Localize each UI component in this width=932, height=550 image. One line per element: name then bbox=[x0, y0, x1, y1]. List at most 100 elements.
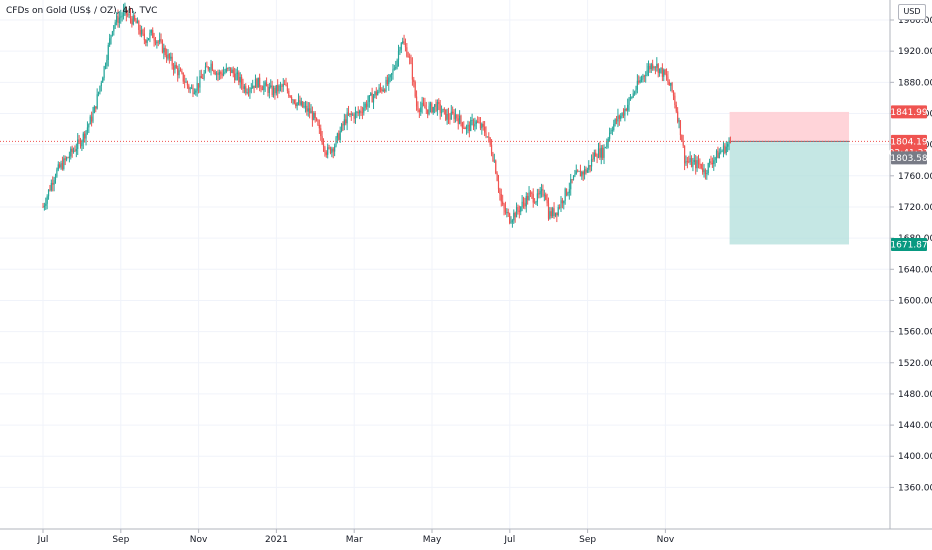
candle-up bbox=[588, 165, 590, 170]
candle-down bbox=[306, 105, 308, 112]
candle-up bbox=[650, 64, 652, 70]
candle-up bbox=[631, 97, 633, 98]
candle-up bbox=[474, 123, 476, 127]
candle-down bbox=[61, 163, 64, 169]
candle-up bbox=[354, 112, 357, 119]
candle-up bbox=[109, 38, 111, 46]
candle-up bbox=[454, 114, 457, 120]
candle-up bbox=[560, 200, 562, 208]
candle-down bbox=[227, 68, 229, 69]
candle-up bbox=[393, 68, 395, 70]
candle-up bbox=[382, 89, 384, 92]
candle-down bbox=[439, 104, 441, 113]
candle-down bbox=[134, 15, 136, 21]
candle-up bbox=[727, 144, 729, 147]
time-axis[interactable]: Jul Sep Nov 2021 Mar May Jul Sep Nov bbox=[37, 529, 675, 545]
candle-up bbox=[70, 148, 72, 157]
candle-down bbox=[260, 86, 262, 89]
candle-down bbox=[425, 108, 427, 110]
stop-loss-zone bbox=[729, 111, 850, 142]
long-position-tool[interactable] bbox=[729, 111, 850, 245]
candle-up bbox=[335, 137, 337, 147]
candle-up bbox=[346, 112, 348, 124]
candle-up bbox=[89, 116, 91, 125]
candle-down bbox=[492, 154, 494, 161]
candle-down bbox=[267, 86, 269, 93]
candle-down bbox=[413, 79, 415, 83]
candle-up bbox=[621, 112, 623, 116]
candle-down bbox=[478, 122, 480, 124]
candle-down bbox=[602, 147, 604, 158]
candle-up bbox=[66, 157, 68, 160]
candle-down bbox=[638, 80, 640, 83]
take-profit-tag: 1671.87 bbox=[890, 237, 928, 251]
candle-down bbox=[317, 120, 319, 126]
candle-up bbox=[603, 147, 605, 158]
candle-down bbox=[561, 200, 563, 204]
price-axis[interactable]: 1960.001920.001880.001840.001800.001760.… bbox=[890, 16, 932, 493]
candle-down bbox=[214, 72, 216, 75]
candle-up bbox=[252, 85, 254, 89]
candle-up bbox=[278, 85, 280, 92]
candle-up bbox=[359, 110, 361, 114]
candle-up bbox=[446, 113, 448, 120]
candle-up bbox=[539, 190, 541, 195]
candle-up bbox=[663, 69, 665, 77]
candle-up bbox=[645, 75, 647, 77]
candle-down bbox=[381, 88, 383, 92]
candle-up bbox=[402, 41, 404, 44]
candle-up bbox=[93, 106, 95, 113]
candle-up bbox=[147, 38, 150, 41]
candle-up bbox=[467, 124, 469, 127]
currency-button[interactable]: USD bbox=[898, 4, 926, 20]
candle-down bbox=[265, 82, 268, 87]
candle-up bbox=[629, 97, 632, 99]
svg-text:1803.58: 1803.58 bbox=[890, 154, 927, 164]
candle-up bbox=[554, 212, 557, 216]
candle-down bbox=[565, 188, 568, 195]
candle-up bbox=[713, 160, 715, 165]
candle-up bbox=[86, 127, 89, 131]
candle-up bbox=[647, 65, 650, 71]
candle-up bbox=[390, 73, 393, 75]
candle-down bbox=[496, 173, 498, 181]
candle-down bbox=[710, 161, 712, 163]
candle-down bbox=[79, 140, 82, 147]
candle-down bbox=[357, 111, 359, 114]
candle-down bbox=[161, 40, 164, 53]
candle-down bbox=[285, 84, 287, 86]
candle-down bbox=[542, 189, 544, 196]
candle-up bbox=[136, 21, 139, 24]
candle-up bbox=[103, 66, 105, 78]
candle-down bbox=[457, 118, 459, 124]
candle-up bbox=[604, 147, 607, 149]
candle-down bbox=[463, 127, 465, 129]
candle-down bbox=[550, 211, 552, 217]
candle-up bbox=[110, 35, 112, 39]
candle-down bbox=[324, 147, 326, 153]
candle-down bbox=[615, 119, 618, 122]
candle-up bbox=[270, 85, 272, 87]
candle-up bbox=[564, 188, 566, 201]
candle-down bbox=[311, 110, 314, 120]
candle-down bbox=[91, 116, 93, 122]
candle-down bbox=[325, 152, 327, 155]
candle-up bbox=[92, 112, 94, 122]
candle-down bbox=[234, 73, 236, 81]
candle-down bbox=[532, 193, 534, 203]
candle-up bbox=[481, 123, 483, 129]
candle-down bbox=[503, 204, 505, 209]
candle-up bbox=[563, 200, 565, 204]
candle-down bbox=[461, 122, 463, 128]
candle-down bbox=[314, 112, 316, 118]
y-tick-label: 1560.00 bbox=[898, 328, 932, 338]
candle-up bbox=[196, 83, 198, 91]
candle-down bbox=[281, 85, 283, 87]
candle-up bbox=[370, 93, 372, 96]
candle-down bbox=[596, 156, 598, 158]
candle-up bbox=[282, 83, 284, 87]
candle-up bbox=[124, 7, 126, 11]
candle-up bbox=[635, 89, 637, 93]
candle-up bbox=[54, 176, 57, 180]
